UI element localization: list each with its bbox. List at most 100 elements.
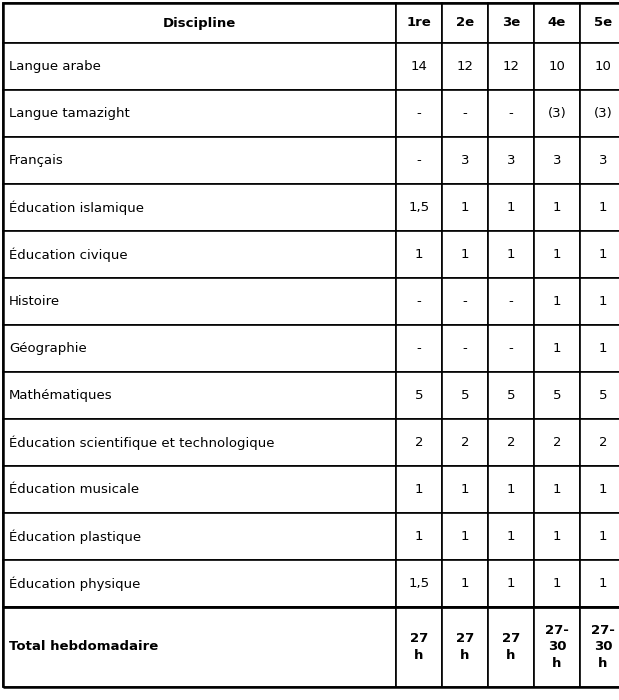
Text: 1: 1: [507, 201, 515, 214]
Text: 1: 1: [507, 483, 515, 496]
Text: Éducation physique: Éducation physique: [9, 576, 141, 591]
Bar: [580, 560, 619, 607]
Bar: [534, 3, 580, 43]
Text: Français: Français: [9, 154, 64, 167]
Bar: [396, 325, 442, 372]
Bar: [534, 137, 580, 184]
Text: Géographie: Géographie: [9, 342, 87, 355]
Bar: [534, 419, 580, 466]
Bar: [3, 90, 396, 137]
Text: 4e: 4e: [548, 17, 566, 29]
Bar: [3, 419, 396, 466]
Bar: [534, 560, 580, 607]
Bar: [534, 607, 580, 687]
Text: 10: 10: [548, 60, 565, 73]
Text: 2: 2: [415, 436, 423, 449]
Text: (3): (3): [594, 107, 612, 120]
Text: 1: 1: [599, 483, 607, 496]
Bar: [580, 419, 619, 466]
Bar: [3, 607, 396, 687]
Text: 1: 1: [415, 483, 423, 496]
Text: Histoire: Histoire: [9, 295, 60, 308]
Text: -: -: [462, 107, 467, 120]
Text: -: -: [417, 107, 422, 120]
Bar: [534, 278, 580, 325]
Bar: [3, 137, 396, 184]
Bar: [3, 231, 396, 278]
Text: 1: 1: [553, 530, 561, 543]
Text: 2: 2: [461, 436, 469, 449]
Bar: [442, 372, 488, 419]
Text: 1: 1: [507, 577, 515, 590]
Bar: [442, 90, 488, 137]
Bar: [442, 513, 488, 560]
Text: 5: 5: [507, 389, 515, 402]
Text: 2: 2: [599, 436, 607, 449]
Bar: [488, 372, 534, 419]
Bar: [534, 466, 580, 513]
Bar: [534, 90, 580, 137]
Bar: [488, 419, 534, 466]
Text: -: -: [462, 295, 467, 308]
Text: 1: 1: [415, 248, 423, 261]
Text: 1: 1: [599, 295, 607, 308]
Text: Éducation islamique: Éducation islamique: [9, 200, 144, 215]
Bar: [534, 513, 580, 560]
Bar: [488, 90, 534, 137]
Bar: [534, 325, 580, 372]
Text: 5e: 5e: [594, 17, 612, 29]
Text: Éducation civique: Éducation civique: [9, 247, 128, 262]
Bar: [442, 607, 488, 687]
Bar: [396, 278, 442, 325]
Bar: [580, 43, 619, 90]
Bar: [442, 278, 488, 325]
Text: Mathématiques: Mathématiques: [9, 389, 113, 402]
Text: Éducation scientifique et technologique: Éducation scientifique et technologique: [9, 435, 274, 450]
Bar: [534, 231, 580, 278]
Text: 1: 1: [599, 248, 607, 261]
Text: -: -: [417, 154, 422, 167]
Text: 1: 1: [599, 342, 607, 355]
Text: Éducation plastique: Éducation plastique: [9, 529, 141, 544]
Bar: [488, 3, 534, 43]
Text: Total hebdomadaire: Total hebdomadaire: [9, 640, 158, 654]
Bar: [580, 231, 619, 278]
Bar: [396, 231, 442, 278]
Text: 1: 1: [553, 201, 561, 214]
Bar: [488, 466, 534, 513]
Bar: [488, 184, 534, 231]
Bar: [488, 231, 534, 278]
Bar: [396, 43, 442, 90]
Text: -: -: [509, 295, 513, 308]
Text: 1: 1: [461, 577, 469, 590]
Text: 5: 5: [415, 389, 423, 402]
Bar: [396, 560, 442, 607]
Text: 1,5: 1,5: [409, 577, 430, 590]
Bar: [3, 43, 396, 90]
Text: 2: 2: [553, 436, 561, 449]
Bar: [3, 3, 396, 43]
Text: 3: 3: [599, 154, 607, 167]
Bar: [442, 137, 488, 184]
Text: 1: 1: [507, 530, 515, 543]
Text: 3e: 3e: [502, 17, 520, 29]
Text: 1: 1: [553, 295, 561, 308]
Text: 1: 1: [461, 248, 469, 261]
Bar: [396, 419, 442, 466]
Bar: [580, 90, 619, 137]
Text: 2: 2: [507, 436, 515, 449]
Bar: [580, 513, 619, 560]
Text: 3: 3: [461, 154, 469, 167]
Text: 12: 12: [456, 60, 474, 73]
Text: 1,5: 1,5: [409, 201, 430, 214]
Bar: [442, 419, 488, 466]
Text: 27
h: 27 h: [410, 632, 428, 662]
Bar: [3, 466, 396, 513]
Text: 1: 1: [507, 248, 515, 261]
Bar: [488, 137, 534, 184]
Text: 5: 5: [461, 389, 469, 402]
Bar: [488, 513, 534, 560]
Bar: [442, 325, 488, 372]
Text: 1: 1: [461, 483, 469, 496]
Bar: [488, 607, 534, 687]
